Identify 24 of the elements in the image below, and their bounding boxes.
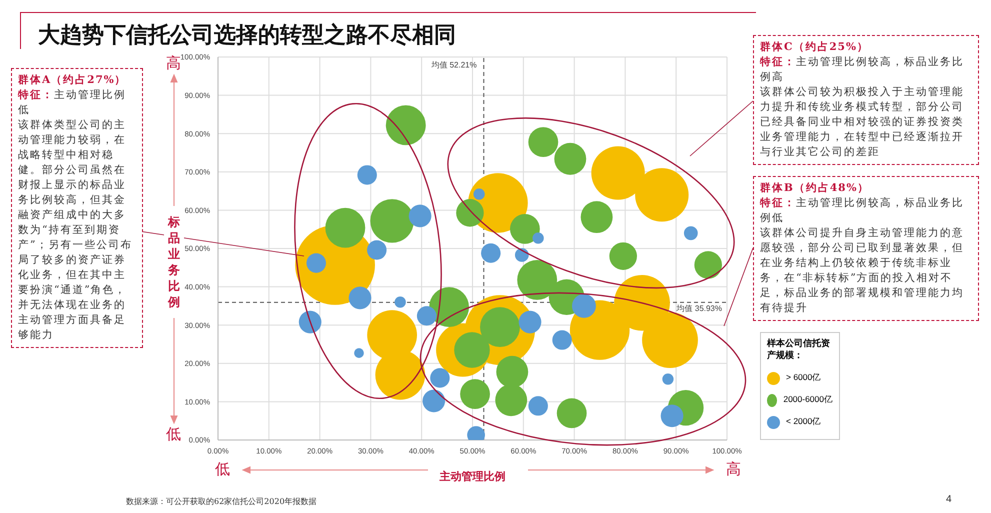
text: 特征：主动管理比例低 [18,89,126,116]
text: 高 [726,460,741,479]
text: 群体A（约占27%） [18,73,128,88]
ref-line-label: 均值 35.93% [676,304,722,314]
chart-title: 大趋势下信托公司选择的转型之路不尽相同 [38,21,456,50]
text: 该群体公司较为积极投入于主动管理能力提升和传统业务模式转型，部分公司已经具备同业中相对较强的证券投资类业务管理能力，在转型中已经逐渐拉开与行业其它公司的差距 [760,85,965,160]
x-axis-title: 主动管理比例 [438,470,506,483]
legend-label: 2000-6000亿 [783,394,833,406]
legend-label: > 6000亿 [786,372,822,384]
text: 低 [215,460,230,479]
text: 群体B（约占48%） [760,181,870,196]
source-note: 数据来源：可公开获取的62家信托公司2020年报数据 [126,496,317,507]
text: 该群体类型公司的主动管理能力较弱，在战略转型中相对稳健。部分公司虽然在财报上显示的标品业务比例较高，但其金融资产组成中的大多数为“持有至到期资产”；另有一些公司布局了较多的资产证券化业务，但在其中主要扮演“通道”角色，并无法体现在业务的主动管理方面具备足够能力 [18,119,132,341]
text: 低 [166,425,181,444]
text: 群体C（约占25%） [760,40,870,55]
legend-title: 样本公司信托资产规模： [767,337,831,361]
text: 该群体公司提升自身主动管理能力的意愿较强，部分公司已取到显著效果，但在业务结构上仍较依赖于传统非标业务，在“非标转标”方面的投入相对不足，标品业务的部署规模和管理能力均有待提升 [760,226,965,316]
y-axis-title: 标品业务比例 [164,214,184,310]
text: 4 [946,494,952,505]
text: 特征：主动管理比例较高，标品业务比例高 [760,55,965,85]
ref-line-label: 均值 52.21% [430,60,477,70]
text: 高 [166,54,181,73]
legend-label: < 2000亿 [786,416,822,428]
text: 特征：主动管理比例较高，标品业务比例低 [760,196,965,226]
